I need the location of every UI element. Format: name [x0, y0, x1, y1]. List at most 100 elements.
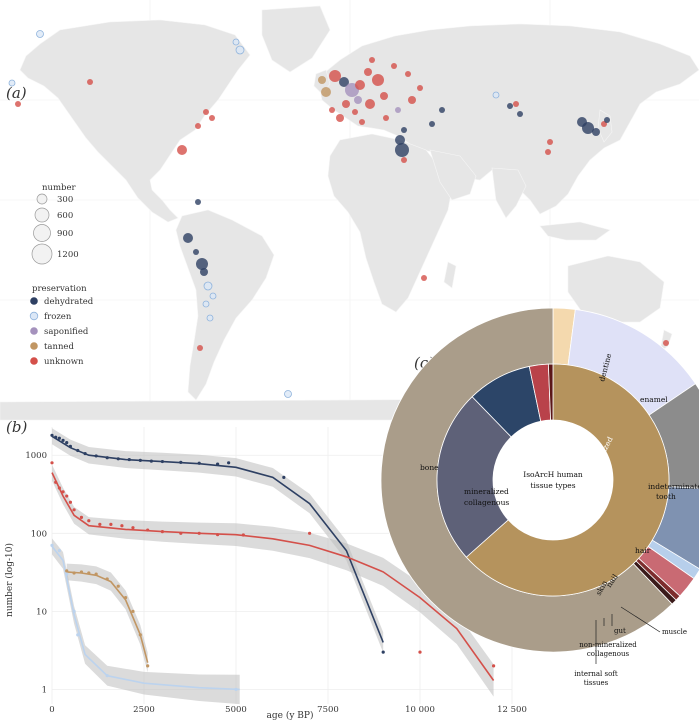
site-marker-unknown	[203, 109, 209, 115]
data-point	[109, 522, 113, 526]
data-point	[54, 480, 58, 484]
data-point	[61, 490, 65, 494]
data-point	[50, 461, 54, 465]
data-point	[79, 515, 84, 519]
site-marker-dehydrated	[200, 268, 208, 276]
size-legend-label-900: 900	[57, 229, 73, 239]
site-marker-unknown	[329, 107, 335, 113]
outer-label-bone: bone	[420, 463, 439, 472]
site-marker-frozen	[492, 91, 500, 99]
sunburst-outer-ring	[380, 307, 699, 653]
site-marker-frozen	[206, 314, 214, 322]
data-point	[234, 687, 238, 691]
y-tick-label: 10	[36, 607, 47, 617]
callout-label-non-mineralized-1: non-mineralized	[579, 641, 637, 649]
site-marker-dehydrated	[195, 199, 201, 205]
arabia	[429, 149, 477, 201]
greenland	[261, 5, 331, 73]
data-point	[79, 570, 84, 574]
data-point	[492, 664, 496, 668]
data-point	[57, 486, 61, 490]
fit-line	[51, 472, 495, 681]
data-point	[61, 438, 65, 442]
data-point	[65, 572, 69, 576]
data-point	[68, 500, 72, 504]
site-marker-unknown	[408, 96, 416, 104]
site-marker-saponified	[395, 107, 401, 113]
data-point	[54, 435, 58, 439]
data-point	[72, 508, 76, 512]
size-legend-label-300: 300	[57, 195, 73, 205]
y-tick-label: 1000	[25, 451, 47, 461]
data-points	[50, 433, 496, 691]
legend-swatch-saponified	[30, 327, 38, 335]
x-tick-label: 5000	[225, 705, 247, 715]
y-tick-label: 100	[31, 529, 47, 539]
data-point	[127, 457, 131, 462]
site-marker-tanned	[318, 76, 326, 84]
site-marker-unknown	[547, 139, 553, 145]
data-point	[105, 577, 109, 581]
data-point	[57, 549, 61, 553]
data-point	[65, 569, 69, 573]
site-marker-dehydrated	[193, 249, 199, 255]
site-marker-unknown	[197, 345, 203, 351]
land-masses	[0, 5, 699, 421]
site-marker-unknown	[352, 109, 358, 115]
outer-label-indeterminate-tooth-2: tooth	[656, 492, 676, 501]
site-marker-unknown	[383, 115, 389, 121]
site-marker-saponified	[354, 96, 362, 104]
data-point	[116, 584, 120, 588]
size-legend-title: number	[42, 183, 76, 193]
data-point	[418, 650, 422, 654]
data-point	[146, 528, 150, 532]
site-marker-dehydrated	[592, 128, 600, 136]
data-point	[138, 633, 142, 637]
fit-line	[51, 545, 240, 691]
australia	[567, 255, 665, 323]
inner-label-mineralized-1: mineralized	[464, 487, 509, 496]
site-marker-unknown	[177, 145, 187, 155]
data-point	[227, 461, 231, 465]
data-point	[76, 633, 80, 637]
data-point	[146, 664, 150, 668]
callout-label-non-mineralized-2: collagenous	[587, 650, 630, 658]
sunburst-center-label-line2: tissue types	[530, 481, 575, 490]
data-point	[241, 533, 245, 537]
site-marker-dehydrated	[517, 111, 523, 117]
x-tick-labels: 0 2500 5000 7500 10 000 12 500	[49, 705, 527, 715]
data-point	[65, 441, 69, 445]
data-point	[87, 571, 91, 575]
data-point	[197, 461, 201, 465]
panel-label-b: (b)	[6, 418, 27, 436]
data-point	[105, 674, 109, 678]
confidence-band	[52, 428, 384, 653]
india	[491, 167, 527, 219]
data-point	[138, 458, 142, 462]
size-legend: number 300 600 900 1200	[31, 183, 79, 265]
callout-line-muscle	[620, 606, 661, 633]
site-marker-unknown	[342, 100, 350, 108]
panel-label-a: (a)	[6, 84, 27, 102]
site-marker-dehydrated	[401, 127, 407, 133]
data-point	[72, 571, 76, 575]
site-marker-unknown	[663, 340, 669, 346]
callout-label-internal-soft-2: tissues	[584, 679, 609, 687]
size-legend-circle-300	[36, 193, 48, 205]
data-point	[65, 494, 69, 498]
callout-label-internal-soft-1: internal soft	[574, 670, 618, 678]
site-marker-frozen	[232, 38, 240, 46]
y-axis-label: number (log-10)	[4, 543, 15, 617]
site-marker-unknown	[380, 92, 388, 100]
site-marker-dehydrated	[439, 107, 445, 113]
data-point	[179, 460, 183, 464]
data-point	[381, 650, 385, 654]
data-point	[131, 609, 135, 613]
data-point	[160, 530, 164, 534]
data-point	[120, 524, 124, 528]
site-marker-unknown	[209, 115, 215, 121]
site-marker-dehydrated	[339, 77, 349, 87]
confidence-band	[52, 538, 240, 705]
legend-label-saponified: saponified	[44, 327, 89, 337]
site-marker-frozen	[284, 390, 292, 398]
